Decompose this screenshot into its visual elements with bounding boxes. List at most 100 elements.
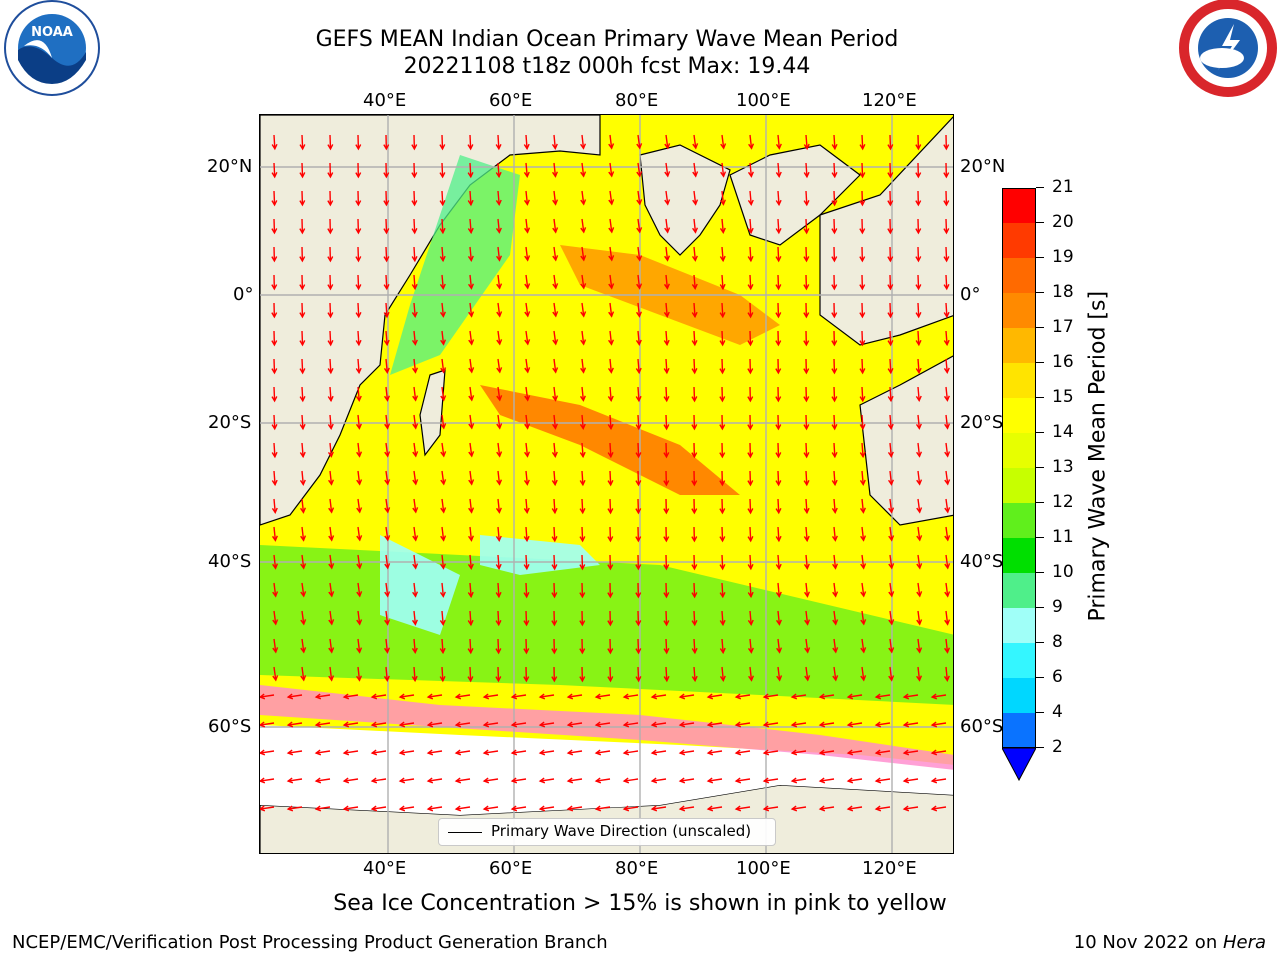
wave-vector-head <box>412 535 419 542</box>
wave-vector-head <box>803 368 810 375</box>
wave-vector-head <box>888 619 895 626</box>
wave-vector <box>665 330 668 345</box>
wave-vector-head <box>874 721 882 728</box>
wave-vector <box>693 190 697 205</box>
wave-vector <box>525 442 529 457</box>
wave-vector-head <box>468 339 475 346</box>
wave-vector <box>596 722 611 726</box>
wave-vector-head <box>859 256 866 263</box>
wave-vector-head <box>370 721 378 728</box>
wave-vector <box>553 246 557 261</box>
wave-vector-head <box>775 452 782 459</box>
wave-vector <box>889 638 893 653</box>
wave-vector-head <box>650 693 658 700</box>
wave-vector-head <box>398 805 406 812</box>
wave-vector-head <box>607 536 614 543</box>
wave-vector-head <box>523 676 530 683</box>
wave-vector-head <box>818 777 826 784</box>
wave-vector <box>301 414 304 429</box>
wave-vector-head <box>635 536 642 543</box>
noaa-logo: NOAA <box>2 0 102 100</box>
wave-vector <box>693 666 696 681</box>
wave-vector-head <box>635 648 642 655</box>
wave-vector-head <box>930 721 938 728</box>
wave-vector-head <box>943 395 950 402</box>
wave-vector-head <box>663 424 670 431</box>
wave-vector <box>273 190 276 205</box>
wave-vector <box>469 498 473 513</box>
wave-vector <box>861 162 864 177</box>
wave-vector <box>805 442 808 457</box>
wave-vector <box>904 722 919 726</box>
wave-vector-head <box>299 256 306 263</box>
wave-vector <box>624 694 639 698</box>
wave-vector-head <box>762 749 770 756</box>
wave-vector-head <box>579 648 586 655</box>
wave-vector <box>749 218 752 233</box>
wave-vector <box>273 554 277 569</box>
wave-vector <box>441 246 444 261</box>
wave-vector-head <box>384 451 391 458</box>
wave-vector-head <box>915 339 922 347</box>
wave-vector <box>525 470 529 485</box>
wave-vector-head <box>510 777 518 784</box>
wave-vector-head <box>299 423 306 431</box>
wave-vector <box>456 778 471 782</box>
wave-vector <box>525 582 528 597</box>
wave-vector-head <box>887 256 894 263</box>
wave-vector-head <box>260 721 266 728</box>
wave-vector <box>301 610 305 625</box>
wave-vector-head <box>663 564 670 571</box>
wave-vector <box>301 582 305 597</box>
wave-vector-head <box>355 256 362 263</box>
wave-vector-head <box>299 284 306 291</box>
wave-vector <box>848 806 863 810</box>
wave-vector-head <box>411 144 418 151</box>
wave-vector-head <box>859 172 866 179</box>
wave-vector-head <box>271 451 278 459</box>
wave-vector-head <box>271 424 278 431</box>
wave-vector <box>777 218 780 233</box>
wave-vector <box>484 778 499 782</box>
wave-vector <box>889 582 893 597</box>
colorbar-segment <box>1002 713 1036 748</box>
wave-vector-head <box>887 312 894 319</box>
wave-vector-head <box>566 693 574 700</box>
colorbar <box>1001 188 1037 783</box>
wave-vector-head <box>607 564 614 571</box>
wave-vector-head <box>383 256 390 263</box>
wave-vector <box>441 554 445 569</box>
wave-vector-head <box>411 172 418 179</box>
wave-vector <box>357 666 361 681</box>
wave-vector-head <box>803 312 810 319</box>
wave-vector <box>441 610 444 625</box>
wave-vector-head <box>943 367 950 375</box>
wave-vector-head <box>636 227 643 234</box>
wave-vector-head <box>439 619 446 627</box>
wave-vector <box>876 806 891 810</box>
colorbar-tick-mark <box>1036 572 1044 573</box>
wave-vector-head <box>552 199 559 206</box>
wave-vector <box>876 694 891 698</box>
wave-vector-head <box>887 367 894 375</box>
wave-vector-head <box>566 777 574 784</box>
wave-vector-head <box>888 479 895 486</box>
wave-vector-head <box>692 227 699 234</box>
wave-vector <box>413 274 416 289</box>
wave-vector <box>805 246 808 261</box>
wave-vector <box>273 134 276 149</box>
wave-vector <box>260 806 275 810</box>
colorbar-tick-label: 8 <box>1052 632 1063 652</box>
wave-vector <box>805 610 809 625</box>
wave-vector-head <box>272 591 279 598</box>
wave-vector-head <box>328 675 335 682</box>
wave-vector-head <box>747 508 754 515</box>
wave-vector-head <box>496 311 503 318</box>
wave-vector <box>932 806 947 810</box>
wave-vector <box>609 302 613 317</box>
wave-vector-head <box>579 423 586 431</box>
map-canvas <box>260 115 953 853</box>
wave-vector <box>945 554 949 569</box>
wave-vector-head <box>314 693 322 700</box>
wave-vector-head <box>440 423 447 430</box>
